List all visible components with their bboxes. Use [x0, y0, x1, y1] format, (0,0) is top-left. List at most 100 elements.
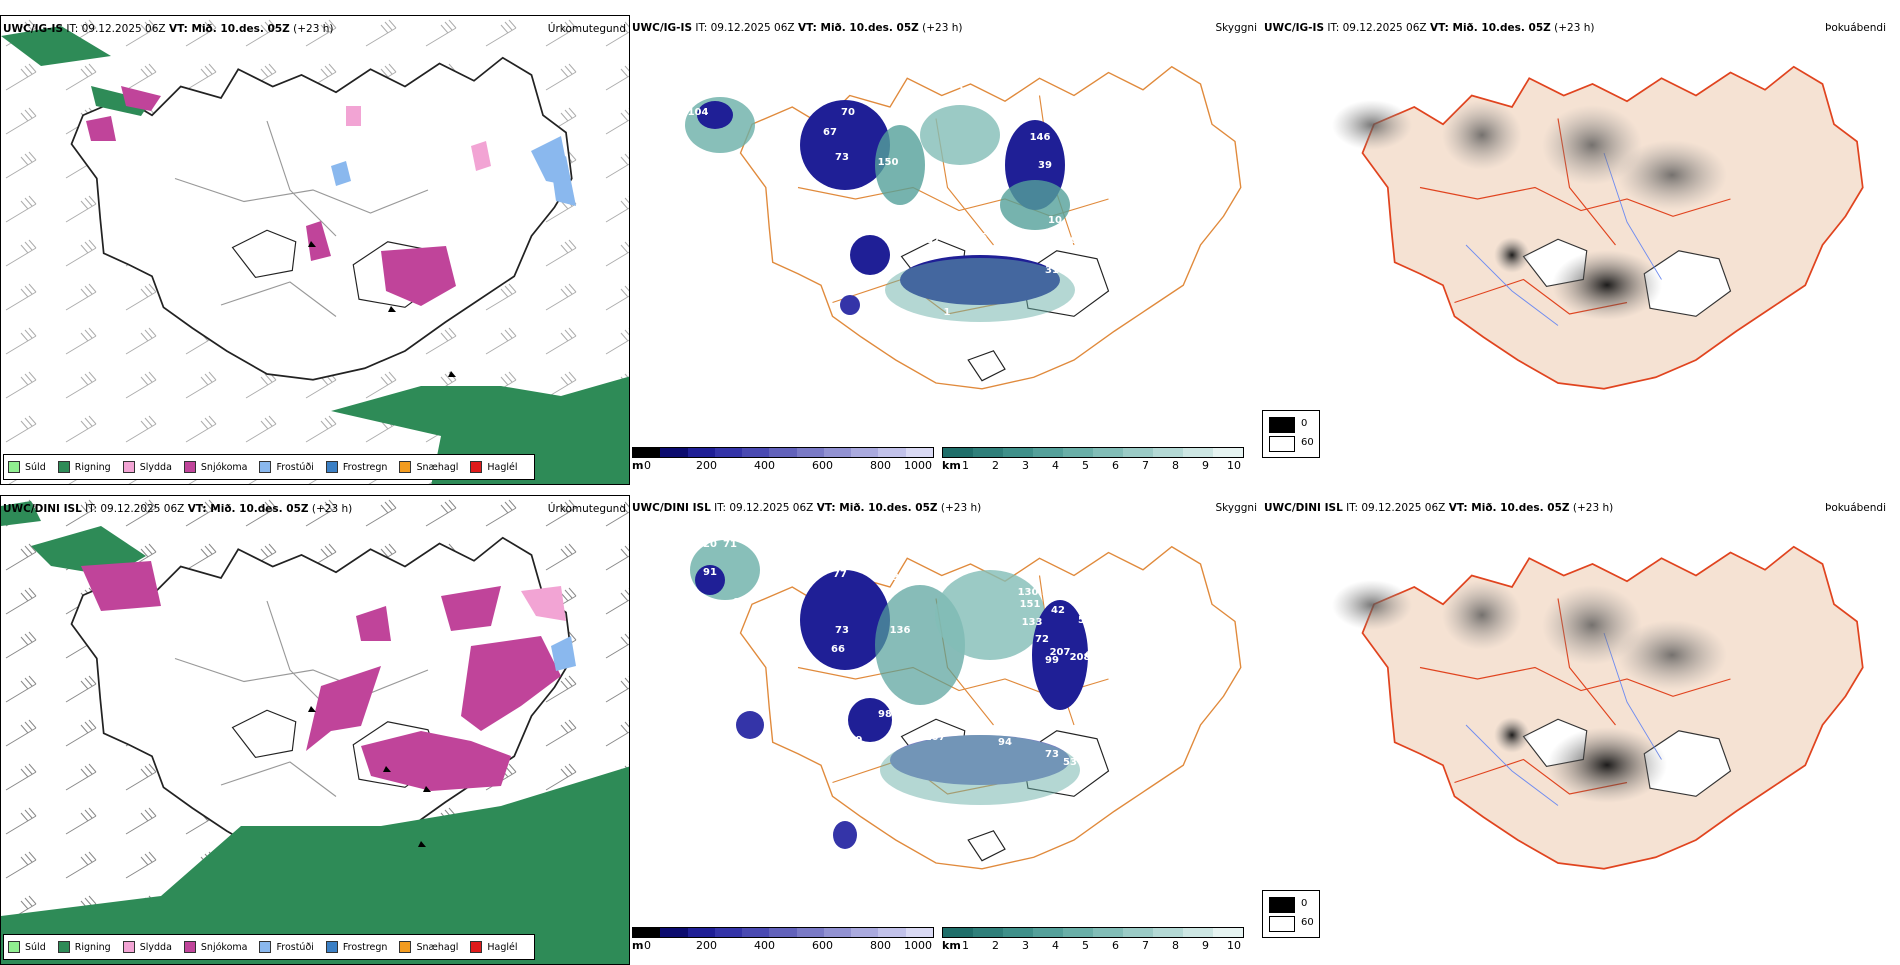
- precip-panel-row2: UWC/DINI ISL IT: 09.12.2025 06Z VT: Mið.…: [0, 495, 630, 965]
- fog-legend-box: [1269, 417, 1295, 433]
- fog-legend-row1: 0 60: [1262, 410, 1320, 458]
- cloudbase-label: 146: [1042, 587, 1063, 598]
- legend-item-sudd: Súld: [8, 461, 46, 473]
- cloudbase-label: 53: [1063, 757, 1077, 768]
- legend-item-snaehagl: Snæhagl: [399, 941, 458, 953]
- colorbar-segment: [633, 448, 661, 457]
- legend-swatch: [325, 941, 338, 953]
- cloudbase-label: 21: [701, 79, 715, 90]
- cloudbase-label: 151: [1020, 599, 1041, 610]
- cloudbase-label: 77: [833, 569, 847, 580]
- panel-title: Þokuábendi: [1825, 502, 1886, 514]
- cloudbase-label: 87: [1091, 663, 1105, 674]
- cloudbase-label: 71: [723, 539, 737, 550]
- cloudbase-label: 86: [1063, 235, 1077, 246]
- cloudbase-label: 207: [1050, 647, 1071, 658]
- colorbar-segment: [1003, 928, 1033, 937]
- legend-item-snjokoma: Snjókoma: [183, 461, 247, 473]
- cloudbase-label: 73: [835, 625, 849, 636]
- colorbar-segment: [633, 928, 661, 937]
- wind-barb-markers: [308, 706, 431, 847]
- cloudbase-label: 91: [703, 567, 717, 578]
- cloudbase-label: 107: [925, 732, 946, 743]
- legend-item-frostregn: Frostregn: [325, 461, 387, 473]
- colorbar-segment: [1183, 928, 1213, 937]
- cloudbase-label: 208: [1070, 652, 1091, 663]
- colorbar-segment: [1123, 448, 1153, 457]
- legend-item-frostudi: Frostúði: [259, 461, 314, 473]
- cloudbase-label: 136: [890, 625, 911, 636]
- fog-map: [1332, 65, 1864, 390]
- precip-map: [1, 496, 629, 964]
- legend-swatch: [470, 461, 483, 473]
- cloudbase-label: 55: [1078, 615, 1092, 626]
- colorbar-segment: [851, 928, 879, 937]
- cloudbase-label: 66: [831, 644, 845, 655]
- panel-title: Úrkomutegund: [547, 23, 626, 35]
- legend-swatch: [122, 461, 135, 473]
- cloudbase-label: 53: [1055, 125, 1069, 136]
- legend-item-frostregn: Frostregn: [325, 941, 387, 953]
- wind-barb-markers: [308, 241, 456, 377]
- cloudbase-label: 73: [1045, 749, 1059, 760]
- panel-header: UWC/IG-IS IT: 09.12.2025 06Z VT: Mið. 10…: [1264, 22, 1595, 34]
- cloudbase-label: 42: [1051, 605, 1065, 616]
- height-colorbar: m 0 200 400 600 800 1000: [632, 447, 934, 473]
- legend-item-snaehagl: Snæhagl: [399, 461, 458, 473]
- colorbar-segment: [714, 928, 743, 937]
- legend-swatch: [399, 941, 412, 953]
- cloudbase-label: 73: [835, 152, 849, 163]
- colorbar-segment: [1033, 448, 1063, 457]
- cloudbase-label: 68: [1071, 157, 1085, 168]
- panel-header: UWC/IG-IS IT: 09.12.2025 06Z VT: Mið. 10…: [632, 22, 963, 34]
- colorbar-segment: [660, 928, 688, 937]
- colorbar-segment: [1183, 448, 1213, 457]
- legend-item-rigning: Rigning: [57, 941, 111, 953]
- height-colorbar: m 0 200 400 600 800 1000: [632, 927, 934, 953]
- colorbar-segment: [973, 448, 1003, 457]
- legend-item-haglel: Haglél: [470, 461, 518, 473]
- cloudbase-label: 75: [1089, 633, 1103, 644]
- cloudbase-label: 99: [1045, 655, 1059, 666]
- fog-panel-row2: UWC/DINI ISL IT: 09.12.2025 06Z VT: Mið.…: [1262, 495, 1892, 965]
- cloudbase-map: 21 54 104 67 70 73 150 2 45 77 146 53 57 68 39 97 79 87 56…: [685, 66, 1242, 390]
- cloudbase-label: 2: [957, 85, 964, 96]
- colorbar-segment: [714, 448, 743, 457]
- cloudbase-label: 150: [878, 157, 899, 168]
- cloudbase-fields: [685, 97, 1075, 322]
- colorbar-segment: [943, 448, 973, 457]
- cloudbase-label: 79: [855, 220, 869, 231]
- cloudbase-label: 130: [1018, 587, 1039, 598]
- legend-swatch: [470, 941, 483, 953]
- panel-title: Úrkomutegund: [547, 503, 626, 515]
- fog-panel-row1: UWC/IG-IS IT: 09.12.2025 06Z VT: Mið. 10…: [1262, 15, 1892, 485]
- cloudbase-label: 98: [878, 709, 892, 720]
- cloudbase-label: 31: [1045, 265, 1059, 276]
- legend-swatch: [399, 461, 412, 473]
- precip-map: [1, 16, 629, 484]
- cloudbase-label: 20: [703, 539, 717, 550]
- colorbar-segment: [796, 448, 824, 457]
- colorbar-segment: [1153, 448, 1183, 457]
- cloudbase-label: 56: [973, 232, 987, 243]
- colorbar-segment: [660, 448, 688, 457]
- precip-panel-row1: UWC/IG-IS IT: 09.12.2025 06Z VT: Mið. 10…: [0, 15, 630, 485]
- legend-item-rigning: Rigning: [57, 461, 111, 473]
- colorbar-segment: [1123, 928, 1153, 937]
- cloudbase-label: 180: [808, 725, 829, 736]
- precip-legend: Súld Rigning Slydda Snjókoma Frostúði Fr…: [3, 454, 535, 480]
- fog-legend-box: [1269, 916, 1295, 932]
- colorbar-segment: [905, 448, 933, 457]
- colorbar-segment: [687, 448, 715, 457]
- legend-item-sudd: Súld: [8, 941, 46, 953]
- colorbar-segment: [1213, 928, 1243, 937]
- colorbar-segment: [851, 448, 879, 457]
- cloudbase-label: 129: [842, 735, 863, 746]
- cloudbase-label: 45: [1018, 107, 1032, 118]
- legend-swatch: [8, 461, 20, 473]
- colorbar-segment: [769, 928, 797, 937]
- colorbar-segment: [823, 448, 852, 457]
- legend-item-snjokoma: Snjókoma: [183, 941, 247, 953]
- panel-title: Skyggni: [1215, 22, 1258, 34]
